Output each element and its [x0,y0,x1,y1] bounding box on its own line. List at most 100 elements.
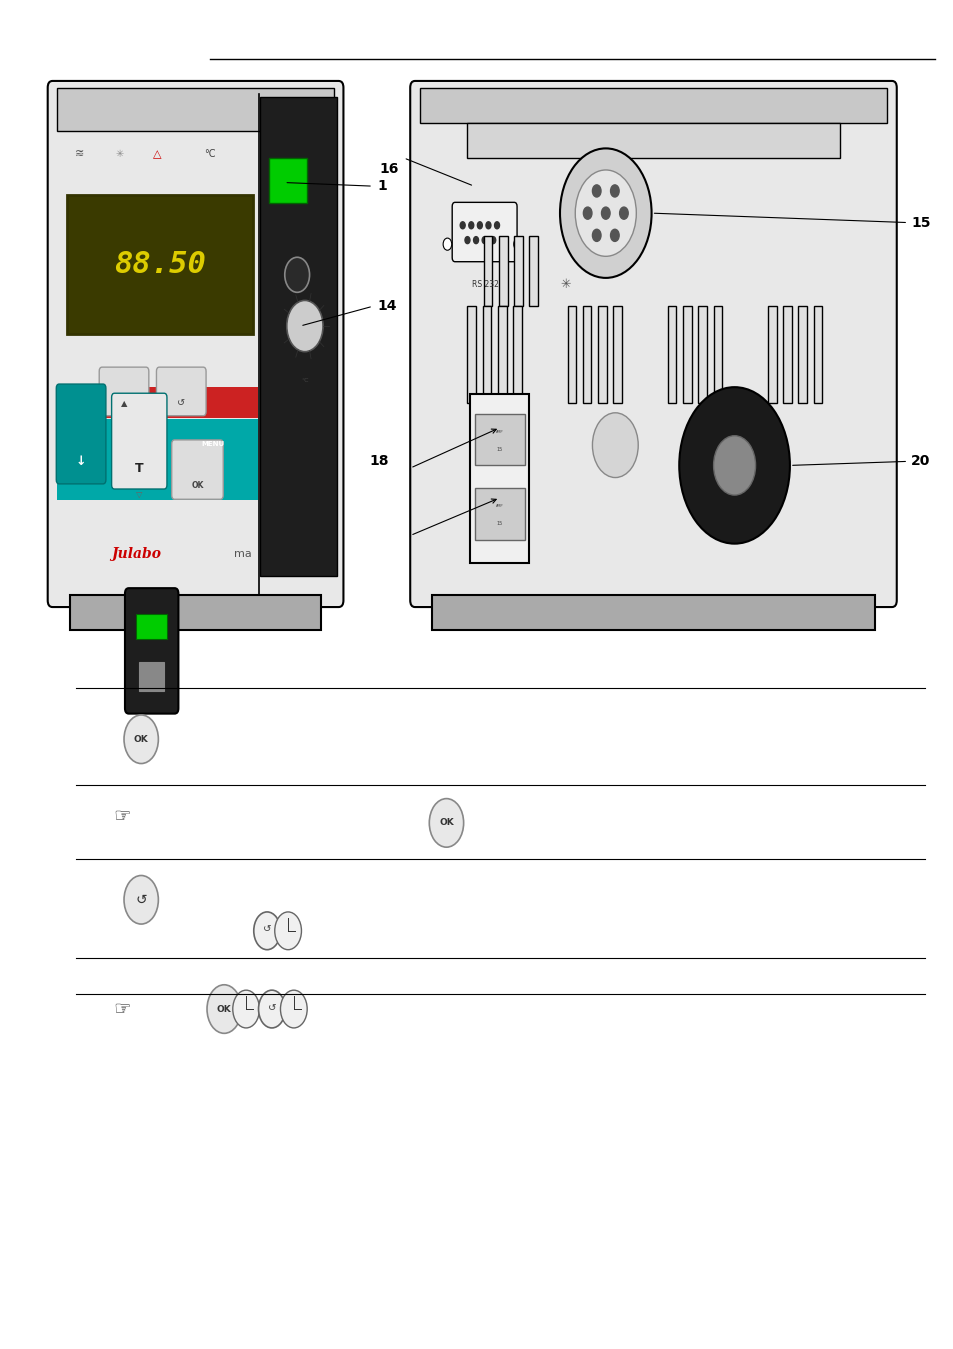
Text: Julabo: Julabo [112,548,161,561]
Circle shape [592,229,600,241]
Text: RS 232: RS 232 [472,281,498,289]
Bar [497,306,506,403]
Circle shape [592,185,600,197]
Circle shape [490,236,496,244]
Text: OK: OK [133,735,149,743]
Text: ✳: ✳ [559,278,571,291]
FancyBboxPatch shape [99,367,149,415]
Text: T: T [134,463,144,475]
Bar [682,306,691,403]
Bar [268,158,307,202]
Text: 20: 20 [910,455,929,468]
Bar [782,306,791,403]
Circle shape [679,387,789,544]
Bar [419,88,886,123]
Circle shape [284,258,309,293]
Text: AMP: AMP [496,430,503,433]
Text: °C: °C [204,150,215,159]
Circle shape [582,206,591,219]
Text: 14: 14 [377,299,396,313]
Circle shape [459,221,465,229]
Bar [713,306,721,403]
Text: MENU: MENU [201,441,224,447]
Text: ▲: ▲ [121,399,127,407]
Bar [667,306,676,403]
Circle shape [468,221,474,229]
Text: ☞: ☞ [113,807,131,826]
Text: OK: OK [438,819,454,827]
FancyBboxPatch shape [410,81,896,607]
Circle shape [592,413,638,478]
Circle shape [481,236,487,244]
Text: °C: °C [301,378,309,383]
Text: ↺: ↺ [262,924,272,935]
Circle shape [494,221,499,229]
Bar [767,306,776,403]
Circle shape [476,221,482,229]
Circle shape [253,912,280,950]
Bar [467,306,476,403]
Bar [598,306,606,403]
FancyBboxPatch shape [48,81,343,607]
FancyBboxPatch shape [112,393,167,488]
Text: OK: OK [192,482,203,490]
Text: ↺: ↺ [267,1002,276,1013]
Bar [514,236,522,306]
Circle shape [559,148,651,278]
Circle shape [274,912,301,950]
Bar [467,123,839,158]
Text: ☞: ☞ [113,1000,131,1018]
Bar [57,387,257,418]
Circle shape [207,985,241,1033]
Text: 88.50: 88.50 [113,250,206,279]
Circle shape [485,221,491,229]
Bar [57,88,334,131]
FancyBboxPatch shape [172,440,223,499]
Text: ma: ma [234,549,252,560]
Bar [475,414,524,465]
Text: ≋: ≋ [74,150,84,159]
Bar [498,236,507,306]
Text: 15: 15 [497,447,502,452]
Bar [813,306,821,403]
Bar [483,236,492,306]
Text: ✳: ✳ [115,150,123,159]
Circle shape [713,436,755,495]
Circle shape [124,715,158,764]
Text: 16: 16 [379,162,398,175]
Circle shape [610,185,618,197]
Bar [613,306,621,403]
Bar [475,488,524,540]
Circle shape [619,206,627,219]
Bar [567,306,576,403]
Bar [698,306,706,403]
Text: 15: 15 [910,216,929,229]
Bar [70,595,321,630]
Circle shape [610,229,618,241]
Circle shape [575,170,636,256]
Bar [582,306,591,403]
Circle shape [258,990,285,1028]
Bar [260,97,336,576]
Bar [67,196,253,333]
Text: OK: OK [216,1005,232,1013]
FancyBboxPatch shape [56,384,106,484]
Circle shape [513,237,522,251]
Circle shape [600,206,610,219]
Bar [798,306,806,403]
Circle shape [287,301,323,352]
FancyBboxPatch shape [452,202,517,262]
FancyBboxPatch shape [156,367,206,415]
Bar [139,662,164,691]
Text: ↺: ↺ [177,398,185,409]
Circle shape [473,236,478,244]
Bar [432,595,874,630]
Text: AMP: AMP [496,505,503,507]
Bar [470,394,529,563]
Bar [57,420,257,500]
Text: 15: 15 [497,521,502,526]
Bar [529,236,537,306]
FancyBboxPatch shape [125,588,178,714]
Circle shape [429,799,463,847]
Circle shape [233,990,259,1028]
